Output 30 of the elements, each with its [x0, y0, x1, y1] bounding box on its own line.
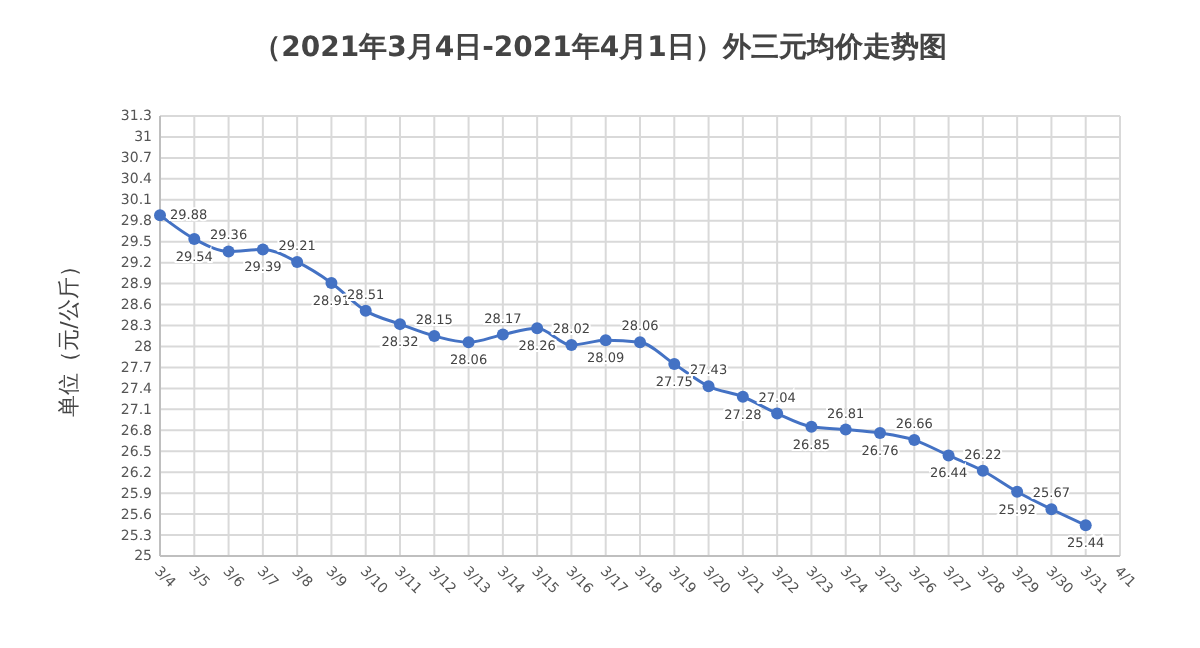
point: [1011, 485, 1024, 498]
point: [428, 330, 441, 342]
point: [531, 322, 544, 335]
point: [291, 255, 304, 268]
point: [565, 339, 578, 352]
point: [188, 232, 201, 245]
point: [154, 209, 166, 222]
chart-title: （2021年3月4日-2021年4月1日）外三元均价走势图: [253, 32, 947, 64]
point: [599, 334, 612, 347]
point: [462, 336, 475, 349]
point: [736, 390, 749, 403]
point: [256, 243, 269, 256]
point: [359, 304, 372, 317]
point: [668, 357, 681, 370]
point: [942, 449, 955, 462]
point: [839, 423, 852, 436]
point: [874, 427, 886, 440]
point: [222, 245, 235, 258]
y-axis-title: 单位（元/公斤）: [56, 255, 82, 417]
point: [325, 276, 338, 289]
point: [496, 328, 509, 341]
point: [634, 336, 646, 349]
point: [1079, 519, 1092, 532]
point: [908, 434, 921, 447]
point: [394, 318, 406, 331]
point: [805, 420, 818, 433]
point: [976, 464, 989, 477]
point: [702, 380, 715, 393]
point: [1045, 503, 1058, 516]
point: [771, 407, 784, 420]
